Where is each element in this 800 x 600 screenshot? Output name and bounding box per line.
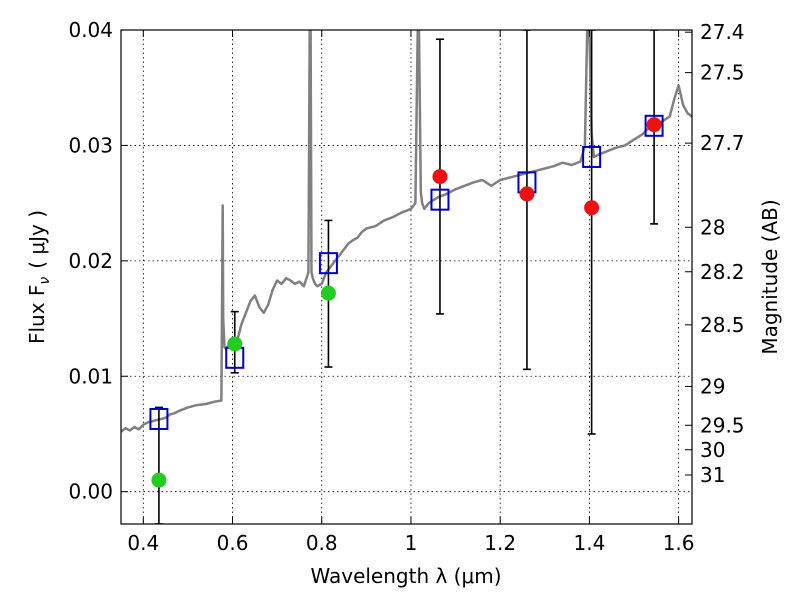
x-tick-label: 1.6 <box>663 531 695 555</box>
observed-point-circle <box>646 117 662 133</box>
y-axis-label-main: Flux F <box>25 285 49 344</box>
observed-point-circle <box>584 200 600 216</box>
model-point-square <box>318 252 338 275</box>
y-axis-label-unit: ( μJy ) <box>25 210 49 269</box>
data-markers <box>149 114 664 488</box>
spectrum-line <box>121 30 692 433</box>
mag-tick-label: 27.7 <box>700 131 745 155</box>
x-tick-label: 0.6 <box>217 531 249 555</box>
spectrum-series <box>121 30 692 433</box>
plot-area <box>121 30 692 524</box>
mag-tick-label: 29.5 <box>700 413 745 437</box>
x-tick-label: 1.4 <box>573 531 605 555</box>
plot-frame <box>120 29 693 525</box>
mag-tick-label: 29 <box>700 374 725 398</box>
y-tick-label: 0.00 <box>68 480 113 504</box>
observed-point-circle <box>432 169 448 185</box>
y-tick-label: 0.04 <box>68 18 113 42</box>
axis-ticks: 0.4 0.6 0.8 1 1.2 1.4 1.6 0.00 0.01 0.02 0.03 0.04 2… <box>68 18 744 555</box>
y-axis-label: Flux Fν ( μJy ) <box>25 210 53 344</box>
mag-tick-label: 28.2 <box>700 260 745 284</box>
observed-point-circle <box>227 336 243 352</box>
mag-tick-label: 27.5 <box>700 61 745 85</box>
model-point-square <box>582 145 602 168</box>
y-axis-right-label: Magnitude (AB) <box>758 199 782 354</box>
x-tick-label: 1.2 <box>484 531 516 555</box>
mag-tick-label: 27.4 <box>700 20 745 44</box>
grid-lines <box>121 29 692 524</box>
observed-point-circle <box>151 472 167 488</box>
mag-tick-label: 28 <box>700 215 725 239</box>
model-point-square <box>644 114 664 137</box>
x-tick-label: 1 <box>405 531 418 555</box>
mag-tick-label: 28.5 <box>700 313 745 337</box>
model-point-square <box>430 188 450 211</box>
mag-tick-label: 30 <box>700 438 725 462</box>
observed-point-circle <box>519 186 535 202</box>
y-tick-label: 0.02 <box>68 249 113 273</box>
y-axis-label-sub: ν <box>37 277 53 285</box>
x-tick-label: 0.4 <box>127 531 159 555</box>
observed-point-circle <box>320 285 336 301</box>
model-point-square <box>149 407 169 430</box>
y-tick-label: 0.03 <box>68 133 113 157</box>
x-tick-label: 0.8 <box>306 531 338 555</box>
mag-tick-label: 31 <box>700 463 725 487</box>
x-axis-label: Wavelength λ (μm) <box>310 564 501 588</box>
y-tick-label: 0.01 <box>68 364 113 388</box>
